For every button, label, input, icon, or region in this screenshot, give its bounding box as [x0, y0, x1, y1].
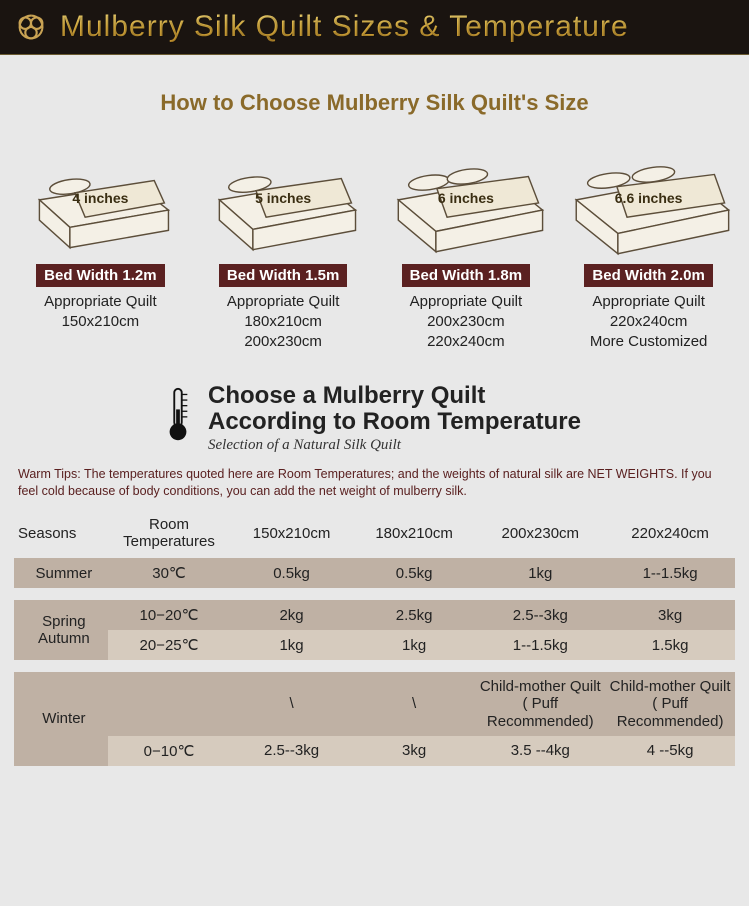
- th-size-3: 200x230cm: [475, 510, 605, 558]
- quilt-sizes: 220x240cm More Customized: [562, 312, 735, 353]
- table-row: 20−25℃ 1kg 1kg 1--1.5kg 1.5kg: [14, 630, 735, 660]
- weight-cell: Child-mother Quilt ( Puff Recommended): [605, 672, 735, 736]
- bed-card: 5 inches Bed Width 1.5m Appropriate Quil…: [197, 146, 370, 353]
- season-cell: Winter: [14, 672, 108, 766]
- temp-subtitle: Selection of a Natural Silk Quilt: [208, 437, 581, 454]
- weight-cell: 1.5kg: [605, 630, 735, 660]
- temperature-table: Seasons Room Temperatures 150x210cm 180x…: [14, 510, 735, 766]
- temp-title-line2: According to Room Temperature: [208, 409, 581, 435]
- table-row: 0−10℃ 2.5--3kg 3kg 3.5 --4kg 4 --5kg: [14, 736, 735, 766]
- bed-card: 6 inches Bed Width 1.8m Appropriate Quil…: [380, 146, 553, 353]
- temp-cell: 30℃: [108, 558, 231, 588]
- bed-width-badge: Bed Width 1.8m: [402, 264, 530, 287]
- weight-cell: 0.5kg: [353, 558, 476, 588]
- weight-cell: 1--1.5kg: [605, 558, 735, 588]
- quilt-sizes: 200x230cm 220x240cm: [380, 312, 553, 353]
- weight-cell: 3kg: [605, 600, 735, 630]
- logo-icon: [12, 8, 50, 46]
- temp-header: Choose a Mulberry Quilt According to Roo…: [14, 375, 735, 461]
- bed-card: 6.6 inches Bed Width 2.0m Appropriate Qu…: [562, 146, 735, 353]
- header-title: Mulberry Silk Quilt Sizes & Temperature: [60, 10, 629, 44]
- season-cell: Spring Autumn: [14, 600, 108, 660]
- weight-cell: 4 --5kg: [605, 736, 735, 766]
- bed-width-badge: Bed Width 1.2m: [36, 264, 164, 287]
- weight-cell: 1kg: [230, 630, 353, 660]
- th-seasons: Seasons: [14, 510, 108, 558]
- size-section-title: How to Choose Mulberry Silk Quilt's Size: [14, 90, 735, 116]
- bed-card: 4 inches Bed Width 1.2m Appropriate Quil…: [14, 146, 187, 353]
- season-cell: Summer: [14, 558, 108, 588]
- weight-cell: Child-mother Quilt ( Puff Recommended): [475, 672, 605, 736]
- temp-cell: 10−20℃: [108, 600, 231, 630]
- quilt-sizes: 150x210cm: [14, 312, 187, 332]
- header-bar: Mulberry Silk Quilt Sizes & Temperature: [0, 0, 749, 55]
- beds-row: 4 inches Bed Width 1.2m Appropriate Quil…: [14, 146, 735, 353]
- temp-cell: 0−10℃: [108, 736, 231, 766]
- weight-cell: \: [230, 672, 353, 736]
- temp-cell: 20−25℃: [108, 630, 231, 660]
- th-room-temp: Room Temperatures: [108, 510, 231, 558]
- bed-inches-label: 6.6 inches: [562, 190, 735, 206]
- thermometer-icon: [164, 387, 192, 443]
- bed-inches-label: 5 inches: [197, 190, 370, 206]
- bed-width-badge: Bed Width 1.5m: [219, 264, 347, 287]
- weight-cell: 0.5kg: [230, 558, 353, 588]
- appropriate-label: Appropriate Quilt: [197, 293, 370, 310]
- weight-cell: 2kg: [230, 600, 353, 630]
- weight-cell: 1kg: [475, 558, 605, 588]
- quilt-sizes: 180x210cm 200x230cm: [197, 312, 370, 353]
- bed-inches-label: 4 inches: [14, 190, 187, 206]
- table-row: Summer 30℃ 0.5kg 0.5kg 1kg 1--1.5kg: [14, 558, 735, 588]
- table-row: Spring Autumn 10−20℃ 2kg 2.5kg 2.5--3kg …: [14, 600, 735, 630]
- bed-drawing: 6.6 inches: [562, 146, 735, 256]
- weight-cell: \: [353, 672, 476, 736]
- th-size-1: 150x210cm: [230, 510, 353, 558]
- table-header-row: Seasons Room Temperatures 150x210cm 180x…: [14, 510, 735, 558]
- bed-drawing: 5 inches: [197, 146, 370, 256]
- weight-cell: 1kg: [353, 630, 476, 660]
- appropriate-label: Appropriate Quilt: [562, 293, 735, 310]
- weight-cell: 2.5kg: [353, 600, 476, 630]
- weight-cell: 2.5--3kg: [475, 600, 605, 630]
- bed-inches-label: 6 inches: [380, 190, 553, 206]
- th-size-2: 180x210cm: [353, 510, 476, 558]
- weight-cell: 3.5 --4kg: [475, 736, 605, 766]
- warm-tips: Warm Tips: The temperatures quoted here …: [14, 460, 735, 510]
- table-row: Winter \ \ Child-mother Quilt ( Puff Rec…: [14, 672, 735, 736]
- bed-drawing: 6 inches: [380, 146, 553, 256]
- appropriate-label: Appropriate Quilt: [380, 293, 553, 310]
- th-size-4: 220x240cm: [605, 510, 735, 558]
- temp-title-line1: Choose a Mulberry Quilt: [208, 383, 581, 409]
- bed-width-badge: Bed Width 2.0m: [584, 264, 712, 287]
- temp-title-block: Choose a Mulberry Quilt According to Roo…: [208, 383, 581, 455]
- appropriate-label: Appropriate Quilt: [14, 293, 187, 310]
- weight-cell: 2.5--3kg: [230, 736, 353, 766]
- main-content: How to Choose Mulberry Silk Quilt's Size…: [0, 55, 749, 766]
- weight-cell: 1--1.5kg: [475, 630, 605, 660]
- bed-drawing: 4 inches: [14, 146, 187, 256]
- weight-cell: 3kg: [353, 736, 476, 766]
- temp-cell: [108, 672, 231, 736]
